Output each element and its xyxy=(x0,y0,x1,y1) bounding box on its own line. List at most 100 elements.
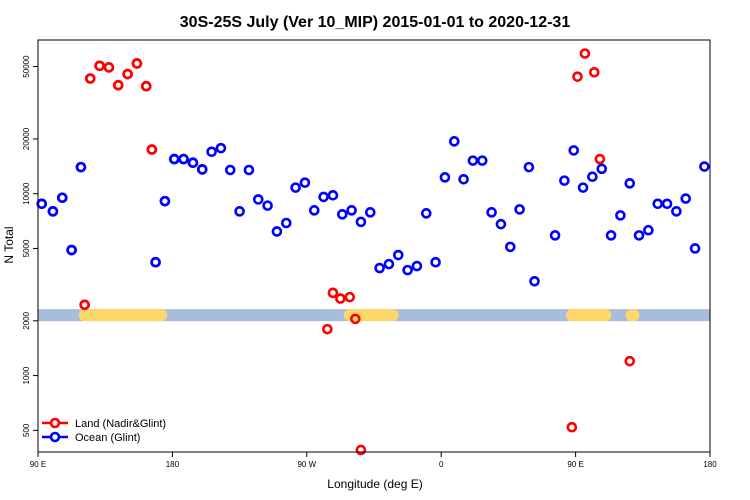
ocean-point xyxy=(271,226,283,237)
ocean-point xyxy=(374,262,385,274)
land-point xyxy=(140,80,152,92)
ocean-point xyxy=(504,241,516,253)
ocean-point xyxy=(364,207,376,218)
ocean-point xyxy=(402,264,413,276)
ocean-point xyxy=(36,198,48,210)
ocean-point xyxy=(178,153,189,165)
land-point xyxy=(146,144,158,155)
ocean-point xyxy=(680,193,692,204)
legend-label: Land (Nadir&Glint) xyxy=(75,418,166,430)
ocean-point xyxy=(549,230,561,241)
x-tick-label: 180 xyxy=(166,460,180,469)
ocean-point xyxy=(262,200,273,211)
legend-label: Ocean (Glint) xyxy=(75,432,140,444)
ocean-point xyxy=(336,209,348,220)
ocean-point xyxy=(559,175,570,186)
ocean-point xyxy=(577,182,589,193)
ocean-point xyxy=(615,210,626,221)
ocean-point xyxy=(587,171,598,183)
ocean-point xyxy=(514,204,525,215)
land-point xyxy=(112,79,124,91)
ocean-point xyxy=(652,198,664,210)
land-point xyxy=(572,71,583,82)
ocean-point xyxy=(430,256,441,268)
ocean-point xyxy=(187,157,199,169)
ocean-point xyxy=(568,145,580,156)
x-tick-label: 90 E xyxy=(567,460,583,469)
ocean-point xyxy=(605,230,617,241)
land-point xyxy=(344,291,356,303)
land-point xyxy=(335,293,346,304)
ocean-point xyxy=(168,153,180,165)
x-tick-label: 90 E xyxy=(30,460,46,469)
ocean-point xyxy=(234,206,245,217)
y-axis: 500 1000 2000 5000 10000 20000 50000 xyxy=(22,55,38,437)
ocean-point xyxy=(252,194,264,205)
ocean-point xyxy=(66,244,77,256)
ocean-point xyxy=(150,256,161,268)
ocean-point xyxy=(327,189,339,201)
ocean-point xyxy=(596,163,608,175)
land-point xyxy=(322,323,333,335)
ocean-point xyxy=(643,224,654,236)
ocean-point xyxy=(661,198,673,210)
land-point xyxy=(103,62,115,73)
land-point xyxy=(350,313,361,325)
y-tick-label: 20000 xyxy=(22,127,31,150)
legend: Land (Nadir&Glint) Ocean (Glint) xyxy=(42,417,166,444)
ocean-point xyxy=(159,195,171,207)
ocean-point xyxy=(439,172,451,183)
y-tick-label: 50000 xyxy=(22,55,31,78)
land-point xyxy=(79,299,90,311)
land-point xyxy=(579,48,591,59)
x-axis-label: Longitude (deg E) xyxy=(327,477,422,491)
land-point xyxy=(566,421,578,433)
ocean-point xyxy=(523,161,535,173)
ocean-point xyxy=(308,205,320,216)
chart-title: 30S-25S July (Ver 10_MIP) 2015-01-01 to … xyxy=(180,14,571,31)
ocean-point xyxy=(671,206,682,217)
ocean-point xyxy=(633,230,645,241)
ocean-point xyxy=(486,207,497,218)
land-point xyxy=(94,60,105,72)
land-point xyxy=(594,153,606,165)
legend-marker xyxy=(49,417,61,429)
x-tick-label: 90 W xyxy=(297,460,316,469)
ocean-point xyxy=(215,142,227,154)
ocean-point xyxy=(529,275,540,287)
ocean-point xyxy=(458,173,469,185)
ocean-point xyxy=(75,161,87,173)
ocean-point xyxy=(420,208,432,219)
y-tick-label: 500 xyxy=(22,423,31,437)
land-point xyxy=(84,73,96,84)
ocean-point xyxy=(280,217,292,229)
ocean-point xyxy=(355,216,367,228)
ocean-point xyxy=(243,164,255,176)
y-axis-label: N Total xyxy=(2,226,16,263)
ocean-point xyxy=(392,249,404,261)
ocean-point xyxy=(624,178,636,189)
ocean-point xyxy=(290,182,301,193)
ocean-point xyxy=(318,191,329,203)
ocean-point xyxy=(299,177,311,188)
y-tick-label: 2000 xyxy=(22,311,31,329)
ocean-point xyxy=(224,164,236,176)
y-tick-label: 1000 xyxy=(22,366,31,384)
ocean-point xyxy=(495,218,507,230)
land-point xyxy=(122,68,133,80)
legend-marker xyxy=(49,431,61,443)
ocean-point xyxy=(467,155,479,166)
ocean-point xyxy=(699,161,710,172)
land-point xyxy=(624,355,636,367)
x-tick-label: 180 xyxy=(703,460,717,469)
y-tick-label: 5000 xyxy=(22,239,31,257)
ocean-point xyxy=(476,155,488,166)
land-point xyxy=(588,67,600,78)
ocean-point xyxy=(56,192,68,204)
ocean-point xyxy=(346,205,357,216)
data-points xyxy=(36,48,710,456)
ocean-point xyxy=(196,164,208,175)
ocean-point xyxy=(383,258,395,270)
x-tick-label: 0 xyxy=(439,460,444,469)
